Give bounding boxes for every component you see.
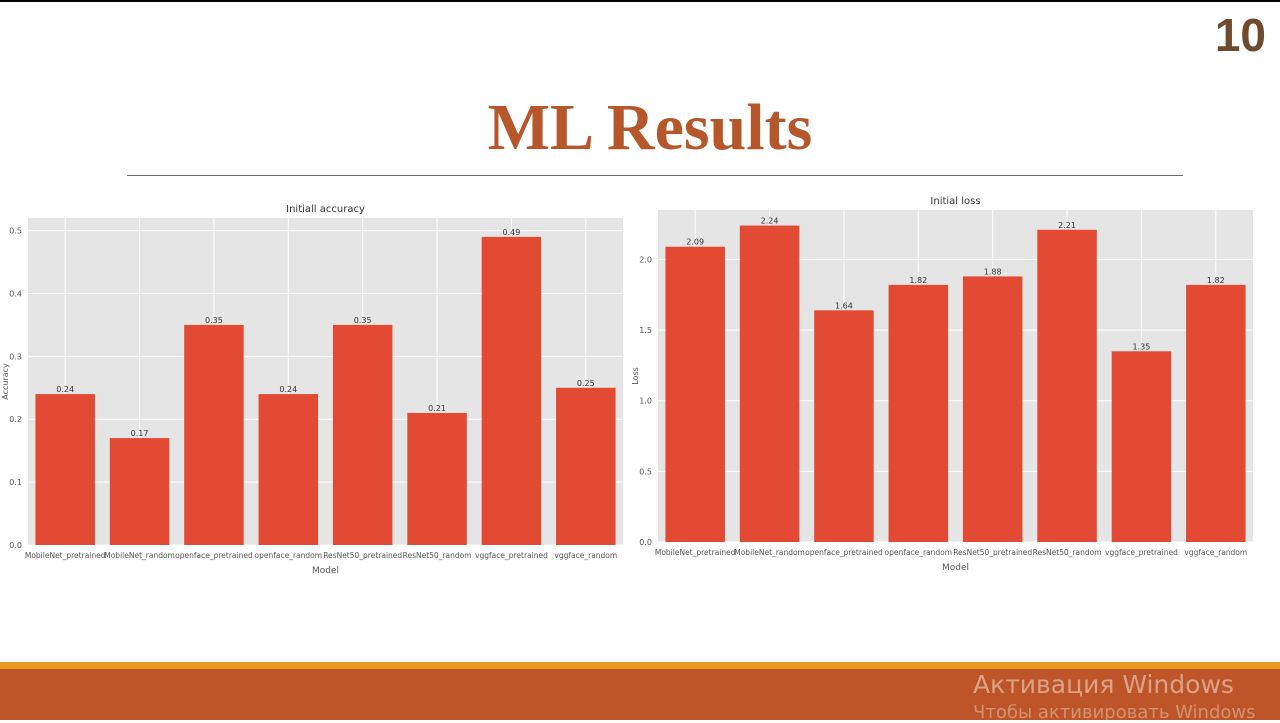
bar-MobileNet_random bbox=[739, 225, 800, 543]
chart-title: Initial loss bbox=[930, 196, 980, 207]
x-tick-label: openface_pretrained bbox=[805, 548, 883, 557]
y-tick-label: 0.0 bbox=[639, 538, 652, 547]
x-tick-label: vggface_pretrained bbox=[1105, 548, 1178, 557]
x-tick-label: vggface_pretrained bbox=[475, 551, 548, 560]
bar-openface_random bbox=[258, 394, 319, 545]
bar-MobileNet_pretrained bbox=[665, 246, 725, 542]
y-tick-label: 0.0 bbox=[9, 541, 22, 550]
y-tick-label: 1.5 bbox=[639, 326, 652, 335]
bar-value-label: 1.88 bbox=[984, 267, 1002, 276]
bar-value-label: 0.21 bbox=[428, 404, 446, 413]
bar-value-label: 1.82 bbox=[909, 276, 927, 285]
bar-vggface_pretrained bbox=[481, 236, 542, 545]
bar-MobileNet_pretrained bbox=[35, 394, 95, 545]
accuracy-chart: 0.0 0.1 0.2 0.3 0.4 0.5 0.24 MobileNet_pretrain… bbox=[1, 204, 623, 576]
page-number: 10 bbox=[1214, 9, 1266, 61]
title-divider bbox=[127, 175, 1183, 176]
y-tick-label: 0.3 bbox=[9, 352, 22, 361]
footer-accent-strip bbox=[0, 662, 1280, 669]
y-tick-label: 0.2 bbox=[9, 415, 22, 424]
y-axis-label: Loss bbox=[632, 367, 640, 385]
x-tick-label: vggface_random bbox=[554, 551, 617, 560]
x-tick-label: MobileNet_pretrained bbox=[655, 548, 736, 557]
x-tick-label: vggface_random bbox=[1184, 548, 1247, 557]
bar-value-label: 1.82 bbox=[1207, 276, 1225, 285]
y-tick-label: 0.1 bbox=[9, 478, 22, 487]
bar-ResNet50_random bbox=[407, 412, 467, 545]
bar-value-label: 0.17 bbox=[131, 429, 149, 438]
footer-band bbox=[0, 669, 1280, 720]
y-tick-label: 0.4 bbox=[9, 289, 22, 298]
bar-MobileNet_random bbox=[109, 438, 170, 545]
top-border bbox=[0, 0, 1280, 2]
x-axis-label: Model bbox=[312, 566, 339, 576]
x-tick-label: ResNet50_pretrained bbox=[323, 551, 402, 560]
bar-value-label: 1.35 bbox=[1133, 342, 1151, 351]
x-tick-label: MobileNet_random bbox=[104, 551, 175, 560]
bar-value-label: 0.24 bbox=[56, 385, 74, 394]
bar-openface_pretrained bbox=[814, 310, 874, 542]
x-tick-label: ResNet50_random bbox=[1033, 548, 1102, 557]
x-axis-label: Model bbox=[942, 563, 969, 573]
bar-value-label: 2.09 bbox=[686, 238, 704, 247]
bar-vggface_random bbox=[556, 387, 616, 545]
x-tick-label: ResNet50_random bbox=[403, 551, 472, 560]
windows-activation-watermark: Активация Windows bbox=[973, 670, 1234, 699]
x-tick-label: openface_random bbox=[885, 548, 953, 557]
y-tick-label: 2.0 bbox=[639, 255, 652, 264]
bar-value-label: 0.25 bbox=[577, 379, 595, 388]
bar-value-label: 0.49 bbox=[503, 228, 521, 237]
bar-ResNet50_pretrained bbox=[962, 276, 1023, 542]
bar-value-label: 1.64 bbox=[835, 301, 853, 310]
windows-activation-watermark-hint: Чтобы активировать Windows bbox=[973, 702, 1256, 723]
bar-vggface_pretrained bbox=[1111, 351, 1172, 542]
bar-value-label: 2.21 bbox=[1058, 221, 1076, 230]
y-tick-label: 1.0 bbox=[639, 397, 652, 406]
bar-value-label: 0.35 bbox=[205, 316, 223, 325]
bar-ResNet50_random bbox=[1037, 229, 1097, 542]
bar-ResNet50_pretrained bbox=[332, 324, 393, 545]
bar-value-label: 2.24 bbox=[761, 217, 779, 226]
bar-vggface_random bbox=[1186, 284, 1246, 542]
slide-title: ML Results bbox=[487, 91, 813, 164]
x-tick-label: openface_pretrained bbox=[175, 551, 253, 560]
y-tick-label: 0.5 bbox=[639, 467, 652, 476]
bar-openface_pretrained bbox=[184, 324, 244, 545]
loss-chart: 0.0 0.5 1.0 1.5 2.0 2.09 MobileNet_pretrained 2… bbox=[632, 196, 1253, 573]
x-tick-label: openface_random bbox=[255, 551, 323, 560]
bar-value-label: 0.35 bbox=[354, 316, 372, 325]
bar-value-label: 0.24 bbox=[279, 385, 297, 394]
y-axis-label: Accuracy bbox=[1, 363, 10, 400]
x-tick-label: MobileNet_pretrained bbox=[25, 551, 106, 560]
bar-openface_random bbox=[888, 284, 949, 542]
y-tick-label: 0.5 bbox=[9, 227, 22, 236]
x-tick-label: ResNet50_pretrained bbox=[953, 548, 1032, 557]
chart-title: Initiall accuracy bbox=[286, 204, 365, 215]
x-tick-label: MobileNet_random bbox=[734, 548, 805, 557]
